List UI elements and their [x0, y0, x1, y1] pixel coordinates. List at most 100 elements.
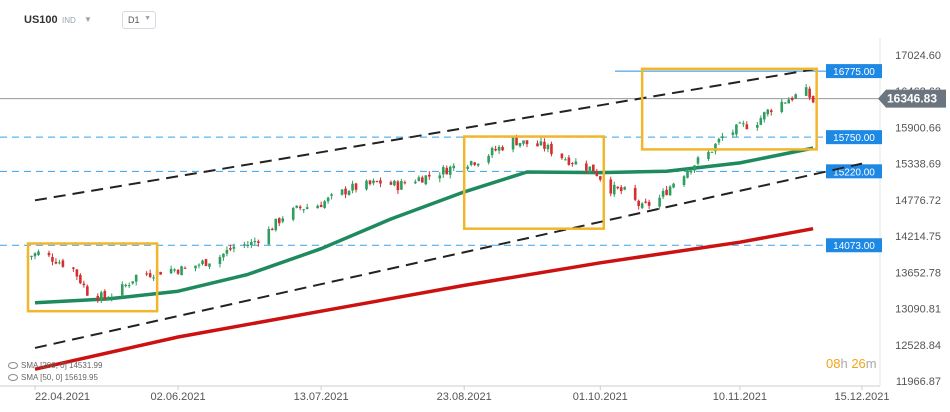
- candle-body: [515, 137, 518, 146]
- price-level-tag[interactable]: [826, 64, 882, 79]
- price-level-tag[interactable]: [826, 238, 882, 253]
- x-tick-label: 13.07.2021: [294, 391, 349, 403]
- candle-body: [197, 264, 201, 266]
- candle-body: [672, 183, 675, 188]
- countdown-hours: 08: [826, 356, 841, 371]
- candle-body: [787, 99, 791, 104]
- candle-body: [644, 201, 647, 203]
- y-tick-label: 12528.84: [895, 340, 941, 352]
- y-tick-label: 11966.87: [896, 376, 941, 388]
- symbol-label[interactable]: US100: [24, 14, 58, 26]
- legend-sma-50-text: SMA [50, 0] 15619.95: [21, 373, 98, 382]
- candle-body: [222, 253, 225, 258]
- candle-body: [658, 197, 661, 207]
- eye-icon[interactable]: [8, 362, 18, 370]
- candle-body: [445, 167, 449, 175]
- candle-body: [738, 122, 742, 124]
- y-tick-label: 14214.75: [895, 231, 941, 243]
- timeframe-selector[interactable]: D1 ▼: [122, 11, 156, 29]
- candle-body: [592, 164, 595, 172]
- candle-body: [183, 267, 187, 269]
- x-tick-label: 01.10.2021: [573, 391, 628, 403]
- candle-body: [305, 207, 309, 209]
- candle-body: [693, 165, 696, 171]
- countdown-minutes-unit: m: [865, 356, 877, 371]
- candle-body: [131, 281, 135, 284]
- candle-body: [396, 181, 400, 191]
- candle-body: [438, 175, 442, 179]
- candle-body: [550, 143, 553, 155]
- candle-body: [735, 124, 738, 135]
- sma-line[interactable]: [34, 146, 814, 305]
- candle-body: [298, 206, 302, 209]
- candle-body: [218, 257, 222, 264]
- candle-body: [682, 176, 686, 186]
- sma-line[interactable]: [34, 226, 814, 371]
- candle-body: [127, 285, 131, 287]
- candle-body: [473, 162, 476, 165]
- candle-body: [762, 112, 766, 120]
- candle-body: [637, 200, 640, 206]
- candle-body: [665, 189, 668, 196]
- trendline[interactable]: [34, 68, 814, 202]
- candle-body: [152, 277, 155, 279]
- candle-body: [274, 218, 278, 231]
- candle-body: [99, 292, 103, 302]
- candle-body: [518, 143, 522, 147]
- highlight-box[interactable]: [640, 67, 818, 151]
- x-tick-label: 22.04.2021: [35, 391, 90, 403]
- candle-body: [640, 203, 644, 208]
- candle-body: [400, 180, 403, 190]
- y-tick-label: 15338.69: [895, 159, 941, 171]
- candle-body: [393, 180, 396, 186]
- candle-body: [365, 180, 368, 190]
- symbol-dropdown-icon[interactable]: ▼: [84, 15, 92, 24]
- candle-body: [277, 218, 281, 224]
- legend-sma-200[interactable]: SMA [200, 0] 14531.99: [8, 361, 102, 370]
- candle-body: [536, 143, 539, 147]
- candle-body: [30, 255, 33, 257]
- highlight-box[interactable]: [462, 135, 606, 230]
- candle-body: [351, 183, 354, 191]
- candle-body: [588, 166, 592, 173]
- candle-body: [452, 165, 456, 169]
- candle-body: [323, 201, 326, 208]
- candle-body: [201, 260, 204, 265]
- candle-body: [696, 157, 700, 164]
- price-level-tag[interactable]: [826, 130, 882, 145]
- candle-body: [424, 175, 428, 185]
- candle-body: [253, 240, 257, 243]
- price-level-label: 15750.00: [833, 133, 875, 144]
- candle-body: [494, 148, 497, 151]
- candle-body: [103, 291, 107, 299]
- highlight-box[interactable]: [26, 242, 159, 313]
- candle-body: [686, 171, 689, 178]
- candle-body: [169, 268, 173, 274]
- candle-body: [124, 284, 128, 287]
- candle-body: [232, 246, 236, 249]
- candle-body: [539, 141, 543, 146]
- eye-icon[interactable]: [8, 374, 18, 382]
- candle-body: [619, 187, 623, 192]
- candle-body: [756, 124, 759, 128]
- candle-body: [96, 295, 100, 301]
- candle-body: [145, 273, 148, 275]
- candle-body: [811, 96, 815, 103]
- candle-body: [707, 151, 710, 159]
- legend-sma-50[interactable]: SMA [50, 0] 15619.95: [8, 373, 98, 382]
- trendline[interactable]: [34, 162, 863, 349]
- candle-body: [421, 177, 424, 183]
- candle-body: [567, 157, 571, 165]
- candle-body: [731, 132, 735, 135]
- candle-body: [267, 228, 271, 245]
- candle-body: [668, 186, 672, 196]
- candle-body: [47, 252, 51, 256]
- candle-body: [330, 194, 333, 196]
- candle-body: [790, 97, 794, 101]
- candle-body: [428, 174, 431, 177]
- candle-body: [246, 244, 250, 246]
- candle-body: [326, 197, 330, 202]
- x-tick-label: 10.11.2021: [713, 391, 767, 403]
- candle-body: [368, 180, 372, 185]
